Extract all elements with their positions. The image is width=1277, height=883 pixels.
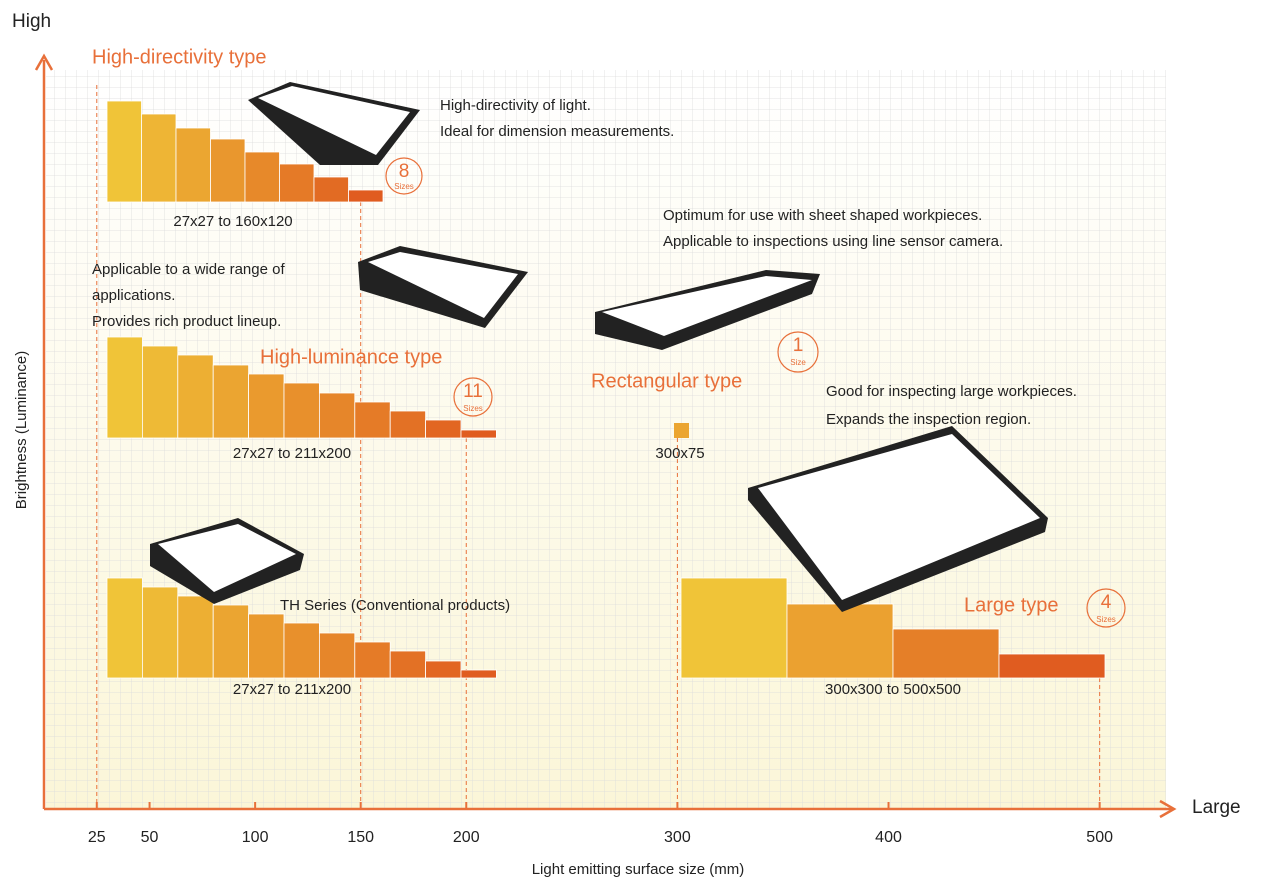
size-bar (680, 577, 788, 679)
size-bar (354, 401, 391, 439)
size-range: 300x75 (655, 445, 704, 462)
size-bar (212, 364, 249, 439)
size-bar (106, 336, 143, 439)
product-image (150, 82, 1048, 612)
size-bar (141, 345, 179, 439)
size-bar (313, 176, 349, 203)
size-bar (786, 603, 894, 679)
y-axis-high: High (12, 11, 51, 32)
count-badge (777, 331, 819, 373)
x-tick-label: 300 (664, 829, 691, 846)
count-unit: Size (790, 358, 806, 367)
size-bar (175, 127, 211, 203)
description: Good for inspecting large workpieces. (826, 383, 1077, 400)
count: 11 (463, 381, 483, 402)
size-bar (354, 641, 391, 679)
size-range: 27x27 to 211x200 (233, 445, 351, 462)
size-bar (892, 628, 1000, 679)
size-bar (389, 650, 427, 679)
size-bar (318, 392, 356, 439)
size-bar (177, 595, 214, 679)
size-bar (283, 622, 320, 679)
size-bar (106, 577, 143, 679)
size-bar (141, 113, 177, 203)
size-bar (248, 373, 285, 439)
group-title: Rectangular type (591, 370, 742, 392)
count: 4 (1101, 592, 1112, 613)
size-bar (177, 354, 214, 439)
count-unit: Sizes (1096, 615, 1116, 624)
x-tick-label: 100 (242, 829, 269, 846)
axes (34, 53, 1177, 819)
size-bar (460, 429, 497, 439)
size-bar (106, 100, 142, 203)
size-bar (244, 151, 280, 203)
size-bar (279, 163, 315, 203)
size-bar (425, 419, 462, 439)
size-bar (283, 382, 320, 439)
size-bar (141, 586, 179, 679)
count-badge (385, 157, 423, 195)
size-bar (998, 653, 1106, 679)
group-title: Large type (964, 594, 1059, 616)
description: High-directivity of light. (440, 97, 591, 114)
group-title: High-luminance type (260, 346, 442, 368)
x-tick-label: 200 (453, 829, 480, 846)
x-tick-label: 400 (875, 829, 902, 846)
count-unit: Sizes (463, 404, 483, 413)
size-range: 300x300 to 500x500 (825, 681, 961, 698)
x-tick-label: 500 (1086, 829, 1113, 846)
count-unit: Sizes (394, 182, 414, 191)
size-bar (318, 632, 356, 679)
group-title: TH Series (Conventional products) (280, 597, 510, 614)
size-bar (210, 138, 246, 203)
size-bar (674, 423, 689, 438)
description: Applicable to a wide range of (92, 261, 285, 278)
count: 8 (399, 161, 410, 182)
description: Optimum for use with sheet shaped workpi… (663, 207, 982, 224)
count-badge (453, 377, 493, 417)
size-bar (348, 189, 384, 203)
size-bar (425, 660, 462, 679)
size-range: 27x27 to 160x120 (173, 213, 292, 230)
size-bar (248, 613, 285, 679)
description: Expands the inspection region. (826, 411, 1031, 428)
x-tick-label: 25 (88, 829, 106, 846)
x-axis-label: Light emitting surface size (mm) (532, 861, 745, 878)
description: applications. (92, 287, 175, 304)
x-axis-high: Large (1192, 797, 1241, 818)
count: 1 (793, 335, 804, 356)
group-title: High-directivity type (92, 46, 267, 68)
count-badge (1086, 588, 1126, 628)
size-bar (212, 604, 249, 679)
description: Provides rich product lineup. (92, 313, 281, 330)
x-tick-label: 50 (141, 829, 159, 846)
description: Ideal for dimension measurements. (440, 123, 674, 140)
size-bar (389, 410, 427, 439)
description: Applicable to inspections using line sen… (663, 233, 1003, 250)
size-bar (460, 669, 497, 679)
y-axis-label: Brightness (Luminance) (13, 351, 30, 509)
size-range: 27x27 to 211x200 (233, 681, 351, 698)
x-tick-label: 150 (347, 829, 374, 846)
